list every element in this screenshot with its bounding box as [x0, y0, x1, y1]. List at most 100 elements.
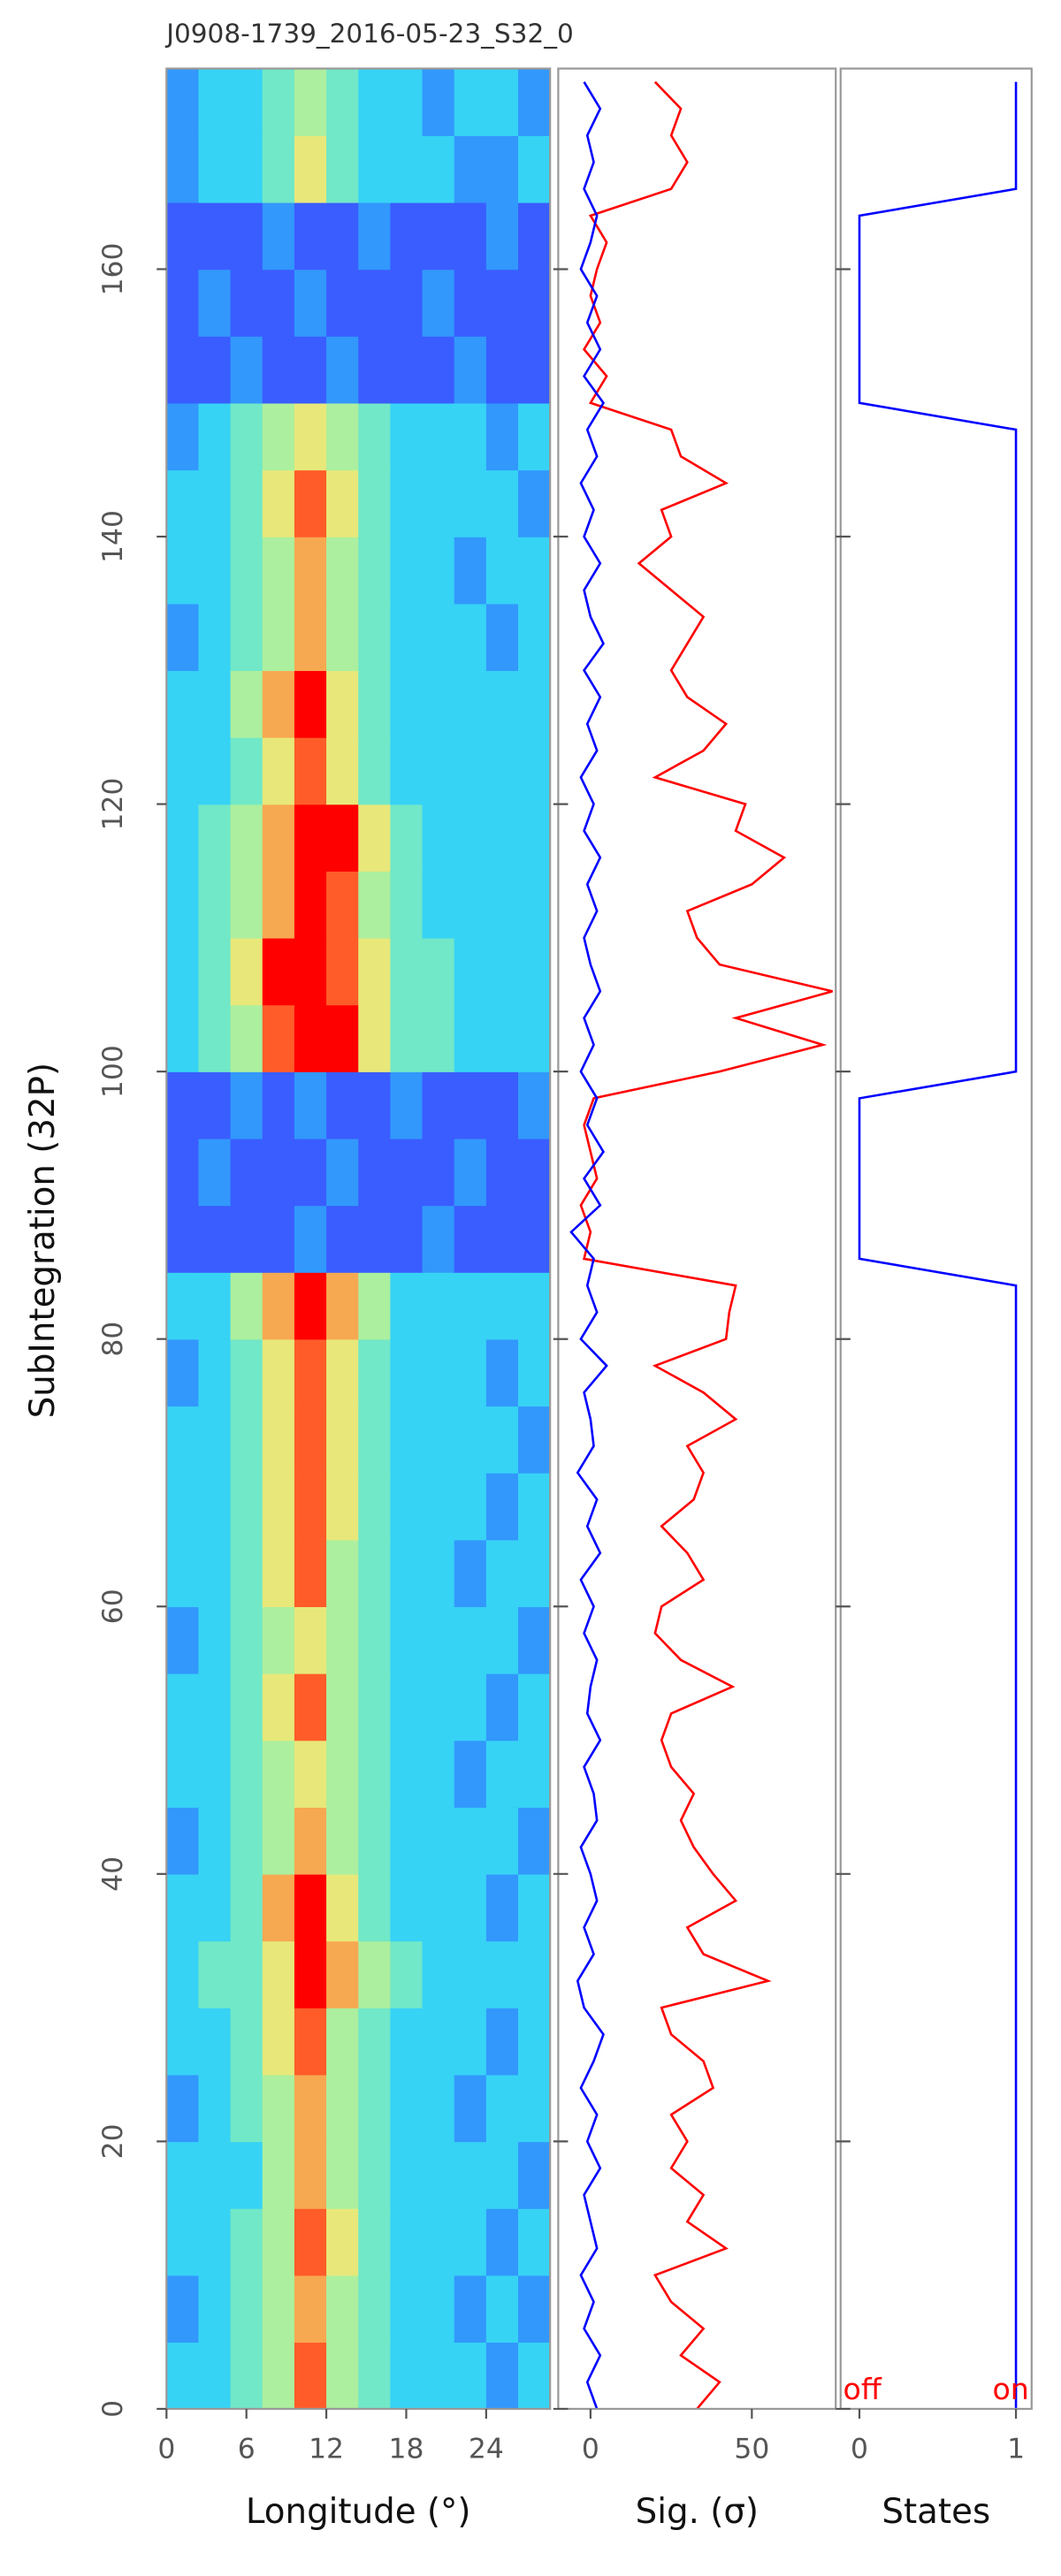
- heatmap-cell: [262, 402, 295, 471]
- heatmap-cell: [294, 2008, 327, 2076]
- heatmap-cell: [454, 937, 487, 1006]
- heatmap-cell: [422, 1004, 455, 1072]
- y-tick-label: 140: [97, 510, 129, 563]
- heatmap-cell: [422, 202, 455, 271]
- heatmap-cell: [454, 1071, 487, 1139]
- heatmap-cell: [358, 68, 392, 136]
- heatmap-cell: [326, 1539, 359, 1608]
- heatmap-cell: [294, 804, 327, 872]
- heatmap-cell: [358, 603, 392, 672]
- heatmap-cell: [485, 402, 519, 471]
- heatmap-cell: [518, 269, 551, 337]
- heatmap-cell: [198, 2342, 232, 2410]
- panel-frame: [165, 67, 552, 2411]
- heatmap-cell: [230, 1740, 263, 1808]
- heatmap-cell: [485, 1606, 519, 1674]
- heatmap-cell: [390, 2074, 424, 2143]
- heatmap-cell: [230, 1338, 263, 1407]
- heatmap-cell: [390, 2008, 424, 2076]
- heatmap-cell: [390, 402, 424, 471]
- heatmap-cell: [230, 135, 263, 203]
- heatmap-cell: [262, 1940, 295, 2008]
- heatmap-cell: [390, 871, 424, 939]
- heatmap-cell: [358, 2074, 392, 2143]
- heatmap-cell: [198, 2275, 232, 2344]
- heatmap-cell: [358, 937, 392, 1006]
- heatmap-cell: [326, 871, 359, 939]
- heatmap-cell: [262, 2208, 295, 2276]
- heatmap-cell: [390, 1873, 424, 1942]
- heatmap-cell: [262, 871, 295, 939]
- heatmap-cell: [166, 2342, 200, 2410]
- heatmap-cell: [262, 2008, 295, 2076]
- heatmap-cell: [358, 670, 392, 738]
- heatmap-cell: [326, 1673, 359, 1741]
- heatmap-cell: [485, 1205, 519, 1273]
- heatmap-cell: [422, 2275, 455, 2344]
- heatmap-cell: [166, 336, 200, 404]
- heatmap-cell: [518, 1272, 551, 1340]
- heatmap-cell: [294, 1472, 327, 1541]
- y-tick-label: 80: [97, 1322, 129, 1357]
- heatmap-cell: [262, 1740, 295, 1808]
- heatmap-cell: [485, 269, 519, 337]
- heatmap-cell: [198, 1004, 232, 1072]
- heatmap-cell: [326, 937, 359, 1006]
- heatmap-cell: [390, 1539, 424, 1608]
- heatmap-cell: [358, 269, 392, 337]
- y-axis-label: SubIntegration (32P): [23, 1063, 63, 1419]
- heatmap-cell: [262, 1071, 295, 1139]
- heatmap-cell: [358, 469, 392, 537]
- heatmap-cell: [454, 1873, 487, 1942]
- heatmap-cell: [230, 1472, 263, 1541]
- heatmap-cell: [198, 1338, 232, 1407]
- heatmap-cell: [198, 1807, 232, 1875]
- heatmap-cell: [198, 68, 232, 136]
- heatmap-cell: [390, 469, 424, 537]
- heatmap-cell: [454, 2275, 487, 2344]
- heatmap-cell: [485, 2208, 519, 2276]
- heatmap-cell: [390, 269, 424, 337]
- heatmap-cell: [390, 1205, 424, 1273]
- heatmap-cell: [358, 1472, 392, 1541]
- heatmap-cell: [518, 1338, 551, 1407]
- y-tick-label: 160: [97, 243, 129, 296]
- heatmap-cell: [198, 736, 232, 805]
- heatmap-cell: [390, 537, 424, 605]
- y-tick-label: 100: [97, 1045, 129, 1098]
- heatmap-cell: [230, 2008, 263, 2076]
- heatmap-cell: [166, 202, 200, 271]
- heatmap-cell: [166, 1004, 200, 1072]
- heatmap-cell: [422, 2074, 455, 2143]
- heatmap-cell: [166, 1272, 200, 1340]
- heatmap-cell: [166, 871, 200, 939]
- heatmap-cell: [294, 1138, 327, 1207]
- heatmap-cell: [454, 469, 487, 537]
- heatmap-cell: [166, 2008, 200, 2076]
- heatmap-cell: [485, 1940, 519, 2008]
- heatmap-cell: [454, 2074, 487, 2143]
- heatmap-cell: [518, 202, 551, 271]
- heatmap-cell: [166, 1472, 200, 1541]
- heatmap-cell: [485, 2074, 519, 2143]
- heatmap-cell: [294, 1807, 327, 1875]
- heatmap-cell: [518, 2275, 551, 2344]
- x-axis-label: States: [882, 2492, 990, 2532]
- heatmap-cell: [326, 1272, 359, 1340]
- heatmap-cell: [518, 2342, 551, 2410]
- heatmap-cell: [166, 2275, 200, 2344]
- heatmap-cell: [485, 1272, 519, 1340]
- heatmap-cell: [294, 2074, 327, 2143]
- heatmap-cell: [262, 1406, 295, 1474]
- x-tick-label: 6: [238, 2433, 256, 2465]
- heatmap-cell: [454, 1138, 487, 1207]
- heatmap-cell: [422, 937, 455, 1006]
- heatmap-cell: [518, 1205, 551, 1273]
- heatmap-cell: [294, 269, 327, 337]
- heatmap-cell: [358, 1606, 392, 1674]
- heatmap-cell: [390, 1673, 424, 1741]
- heatmap-cell: [485, 1740, 519, 1808]
- heatmap-cell: [230, 937, 263, 1006]
- heatmap-cell: [262, 202, 295, 271]
- heatmap-cell: [294, 670, 327, 738]
